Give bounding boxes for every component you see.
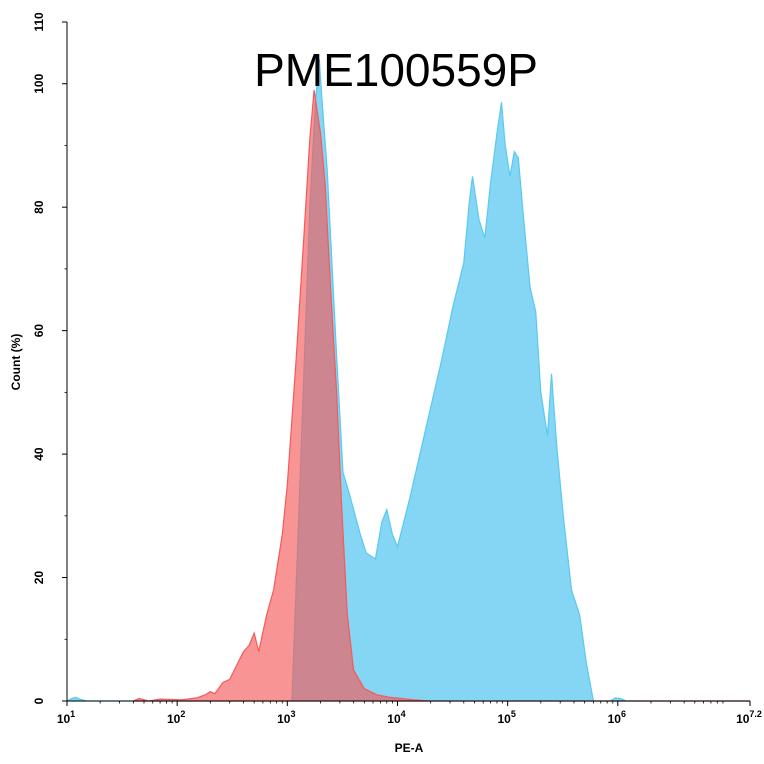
x-tick-label: 102 <box>167 709 185 726</box>
x-tick-label: 107.2 <box>736 709 762 726</box>
y-tick-label: 40 <box>32 447 46 461</box>
chart-title: PME100559P <box>254 44 538 96</box>
series-1-area <box>133 89 750 702</box>
y-tick-label: 60 <box>32 324 46 338</box>
x-axis-ticks: 101 102 103 104 105 106 107.2 <box>57 701 762 726</box>
y-tick-label: 110 <box>32 12 46 32</box>
y-tick-label: 0 <box>32 697 46 704</box>
x-tick-label: 101 <box>57 709 75 726</box>
y-tick-label: 20 <box>32 571 46 585</box>
x-tick-label: 105 <box>497 709 515 726</box>
y-axis-title: Count (%) <box>9 334 23 391</box>
x-tick-label: 104 <box>387 709 405 726</box>
series-layer <box>66 58 750 702</box>
y-tick-label: 100 <box>32 73 46 93</box>
y-axis-ticks: 0 20 40 60 80 100 110 <box>32 12 67 704</box>
x-tick-label: 103 <box>277 709 295 726</box>
series-0-area <box>66 58 750 702</box>
x-tick-label: 106 <box>608 709 626 726</box>
axes-layer <box>66 22 750 702</box>
x-axis-title: PE-A <box>395 741 424 755</box>
y-tick-label: 80 <box>32 200 46 214</box>
